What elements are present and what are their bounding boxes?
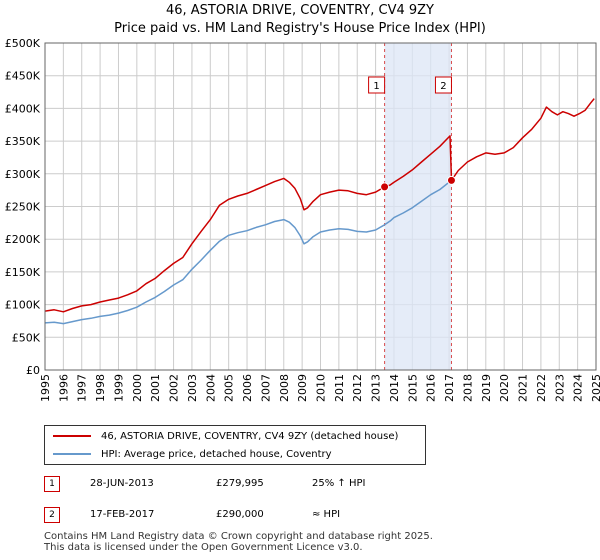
footer-licence: This data is licensed under the Open Gov… [44,542,363,553]
x-tick-label: 2008 [278,374,291,402]
x-tick-label: 2001 [149,374,162,402]
x-tick-label: 2006 [241,374,254,402]
y-tick-label: £350K [5,135,41,148]
sale-marker-label: 2 [440,81,446,92]
y-tick-label: £100K [5,299,41,312]
chart-subtitle: Price paid vs. HM Land Registry's House … [114,21,486,36]
x-tick-label: 2011 [333,374,346,402]
shaded-span [384,43,452,370]
x-tick-label: 2021 [517,374,530,402]
x-tick-label: 2000 [131,374,144,402]
x-tick-label: 2009 [296,374,309,402]
y-tick-label: £150K [5,266,41,279]
y-tick-label: £450K [5,70,41,83]
chart-title-block: 46, ASTORIA DRIVE, COVENTRY, CV4 9ZY Pri… [0,2,600,38]
x-tick-label: 2013 [370,374,383,402]
legend-label-property: 46, ASTORIA DRIVE, COVENTRY, CV4 9ZY (de… [101,430,399,442]
x-tick-label: 2020 [498,374,511,402]
x-tick-label: 2016 [425,374,438,402]
y-tick-label: £300K [5,168,41,181]
footer-copyright: Contains HM Land Registry data © Crown c… [44,531,433,542]
x-tick-label: 2018 [461,374,474,402]
sale-date: 28-JUN-2013 [90,478,154,489]
y-tick-label: £50K [12,331,41,344]
sale-hpi-comparison: 25% ↑ HPI [312,478,366,489]
chart-title: 46, ASTORIA DRIVE, COVENTRY, CV4 9ZY [165,3,435,18]
sale-period-shading [384,43,452,370]
x-tick-label: 2014 [388,374,401,402]
x-tick-label: 2015 [406,374,419,402]
y-tick-label: £250K [5,201,41,214]
hpi-series-line [44,179,452,325]
x-tick-label: 2023 [553,374,566,402]
sale-badge: 2 [44,507,60,523]
sale-point [446,175,456,185]
y-tick-label: £400K [5,102,41,115]
x-tick-label: 1999 [112,374,125,402]
legend-item-property: 46, ASTORIA DRIVE, COVENTRY, CV4 9ZY (de… [53,428,398,444]
sale-date: 17-FEB-2017 [90,509,155,520]
legend: 46, ASTORIA DRIVE, COVENTRY, CV4 9ZY (de… [44,425,426,465]
series-lines [44,98,595,325]
plot-frame [44,42,597,371]
x-tick-label: 1995 [39,374,52,402]
x-tick-label: 2004 [204,374,217,402]
sale-marker-box [434,76,452,94]
property-series-line [44,98,595,313]
legend-swatch-property [53,435,91,437]
y-tick-label: £500K [5,37,41,50]
sale-point [380,182,390,192]
x-tick-label: 2002 [168,374,181,402]
x-tick-label: 1998 [94,374,107,402]
x-tick-label: 2005 [223,374,236,402]
y-tick-label: £0 [26,364,40,377]
x-tick-label: 1996 [57,374,70,402]
sale-marker-label: 1 [373,81,379,92]
axes: £0 £50K £100K £150K £200K £250K £300K £350K £400… [5,37,600,402]
x-tick-label: 2003 [186,374,199,402]
x-tick-label: 1997 [76,374,89,402]
x-tick-label: 2025 [590,374,600,402]
sale-price: £279,995 [216,478,264,489]
legend-label-hpi: HPI: Average price, detached house, Cove… [101,448,332,460]
x-tick-label: 2022 [535,374,548,402]
sale-badge: 1 [44,476,60,492]
x-tick-label: 2017 [443,374,456,402]
legend-swatch-hpi [53,453,91,455]
x-tick-label: 2007 [259,374,272,402]
x-tick-label: 2019 [480,374,493,402]
x-tick-label: 2010 [315,374,328,402]
x-tick-label: 2024 [572,374,585,402]
y-tick-label: £200K [5,233,41,246]
x-tick-label: 2012 [351,374,364,402]
sale-marker-box [368,76,386,94]
legend-item-hpi: HPI: Average price, detached house, Cove… [53,446,332,462]
footer-attribution: Contains HM Land Registry data © Crown c… [44,531,433,553]
grid [44,42,597,371]
sale-hpi-comparison: ≈ HPI [312,509,341,520]
sale-price: £290,000 [216,509,264,520]
